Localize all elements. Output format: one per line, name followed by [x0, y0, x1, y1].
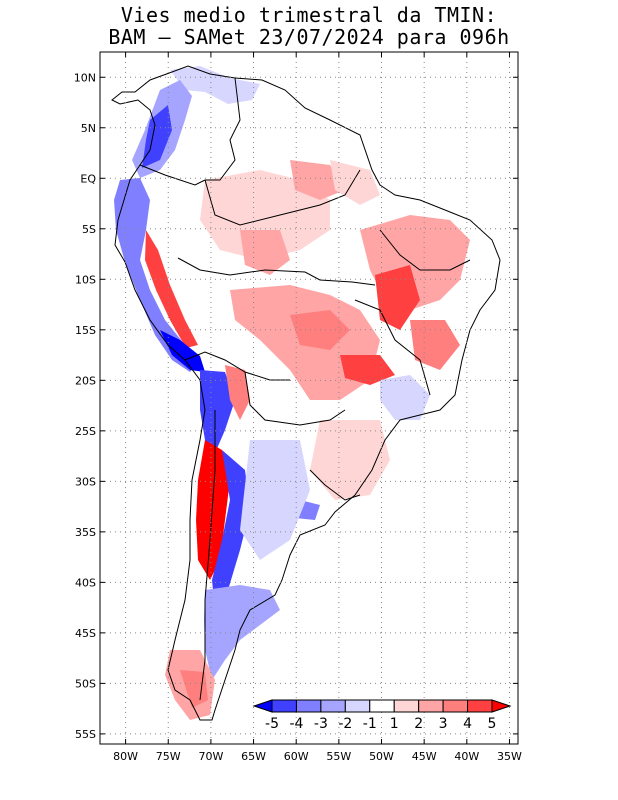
- lat-tick-label: 5S: [82, 223, 96, 236]
- lat-lon-grid: [100, 52, 518, 744]
- colorbar-label: -4: [289, 716, 303, 732]
- border-chile-argentina: [199, 410, 216, 701]
- border-paraguay-argentina: [244, 371, 346, 426]
- lat-tick-label: 45S: [75, 627, 96, 640]
- colorbar-box: [418, 699, 444, 713]
- lon-tick-label: 80W: [113, 750, 138, 763]
- lat-tick-label: 40S: [75, 576, 96, 589]
- south-america-coastline: [111, 65, 501, 721]
- continent-outline-layer: [111, 65, 501, 721]
- bias-patch-sao-paulo: [380, 375, 430, 420]
- bias-patch-pampas: [240, 440, 310, 560]
- border-venezuela-colombia: [205, 77, 241, 181]
- colorbar-label: -3: [314, 716, 328, 732]
- colorbar-label: -5: [265, 716, 279, 732]
- bias-patch-bahia-west: [375, 265, 420, 330]
- lon-tick-label: 70W: [198, 750, 223, 763]
- colorbar-label: 2: [414, 716, 423, 732]
- lat-tick-label: 15S: [75, 324, 96, 337]
- colorbar-box: [369, 699, 395, 713]
- bias-patch-amazon-west: [200, 170, 330, 260]
- bias-patch-peru-coast: [114, 178, 200, 372]
- colorbar-box: [393, 699, 420, 713]
- lon-tick-label: 45W: [412, 750, 437, 763]
- lat-tick-label: 5N: [81, 122, 96, 135]
- lon-tick-label: 75W: [156, 750, 181, 763]
- lat-tick-label: 10S: [75, 273, 96, 286]
- colorbar-label: 5: [488, 716, 497, 732]
- bias-patch-patagonia: [204, 585, 280, 680]
- bias-patch-southern-brazil: [310, 420, 390, 500]
- border-bolivia-south: [184, 351, 290, 381]
- longitude-axis: 80W 75W 70W 65W 60W 55W 50W 45W 40W 35W: [113, 52, 522, 763]
- bias-patch-amazon-core: [240, 230, 290, 275]
- bias-patch-altiplano: [225, 365, 250, 420]
- border-peru-bolivia-brazil: [177, 257, 376, 286]
- colorbar-label: -2: [338, 716, 352, 732]
- colorbar-box: [271, 699, 297, 713]
- lat-tick-label: 25S: [75, 425, 96, 438]
- colorbar-label: 3: [439, 716, 448, 732]
- border-colombia-ecuador-peru: [139, 164, 206, 186]
- lon-tick-label: 65W: [241, 750, 266, 763]
- bias-field-layer: [114, 66, 470, 720]
- lat-tick-label: 55S: [75, 728, 96, 741]
- border-uruguay: [309, 469, 361, 501]
- colorbar-box: [467, 699, 493, 713]
- lon-tick-label: 55W: [326, 750, 351, 763]
- border-brazil-north: [204, 169, 361, 226]
- colorbar-label: 4: [463, 716, 472, 732]
- lat-tick-label: 50S: [75, 677, 96, 690]
- colorbar-box: [320, 699, 346, 713]
- bias-patch-caribbean: [170, 66, 260, 104]
- lat-tick-label: 30S: [75, 475, 96, 488]
- lat-tick-label: 20S: [75, 374, 96, 387]
- lat-tick-label: 10N: [74, 71, 96, 84]
- lon-tick-label: 50W: [369, 750, 394, 763]
- colorbar-label: -1: [363, 716, 377, 732]
- colorbar-box: [295, 699, 322, 713]
- bias-patch-colombia-strong: [142, 105, 172, 168]
- map-title-line-1: Vies medio trimestral da TMIN:: [120, 3, 498, 27]
- bias-patch-argentina-andes-cold: [212, 450, 250, 610]
- bias-patch-guiana: [290, 160, 345, 200]
- bias-patch-south-patagonia-core: [180, 670, 208, 708]
- latitude-axis: 10N 5N EQ 5S 10S 15S 20S 25S 30S 35S 40S 45S 50S 55S: [74, 71, 518, 741]
- lat-tick-label: 35S: [75, 526, 96, 539]
- colorbar-max-arrow: [491, 699, 512, 713]
- bias-patch-atacama: [200, 370, 235, 460]
- bias-patch-amapa: [330, 160, 380, 205]
- lon-tick-label: 35W: [497, 750, 522, 763]
- bias-patch-peru-south-cold: [160, 330, 205, 372]
- border-brazil-states-northeast: [379, 229, 471, 271]
- bias-patch-peru-andes-warm: [145, 230, 198, 348]
- bias-patch-minas: [410, 320, 460, 370]
- border-brazil-states-central: [354, 299, 431, 396]
- colorbar: -5 -4 -3 -2 -1 1 2 3 4 5: [252, 699, 512, 732]
- map-title-line-2: BAM – SAMet 23/07/2024 para 096h: [108, 25, 510, 49]
- colorbar-label: 1: [390, 716, 399, 732]
- colorbar-box: [344, 699, 371, 713]
- lon-tick-label: 40W: [454, 750, 479, 763]
- lon-tick-label: 60W: [284, 750, 309, 763]
- colorbar-box: [442, 699, 469, 713]
- lat-tick-label: EQ: [80, 172, 96, 185]
- map-frame-border: [99, 51, 519, 745]
